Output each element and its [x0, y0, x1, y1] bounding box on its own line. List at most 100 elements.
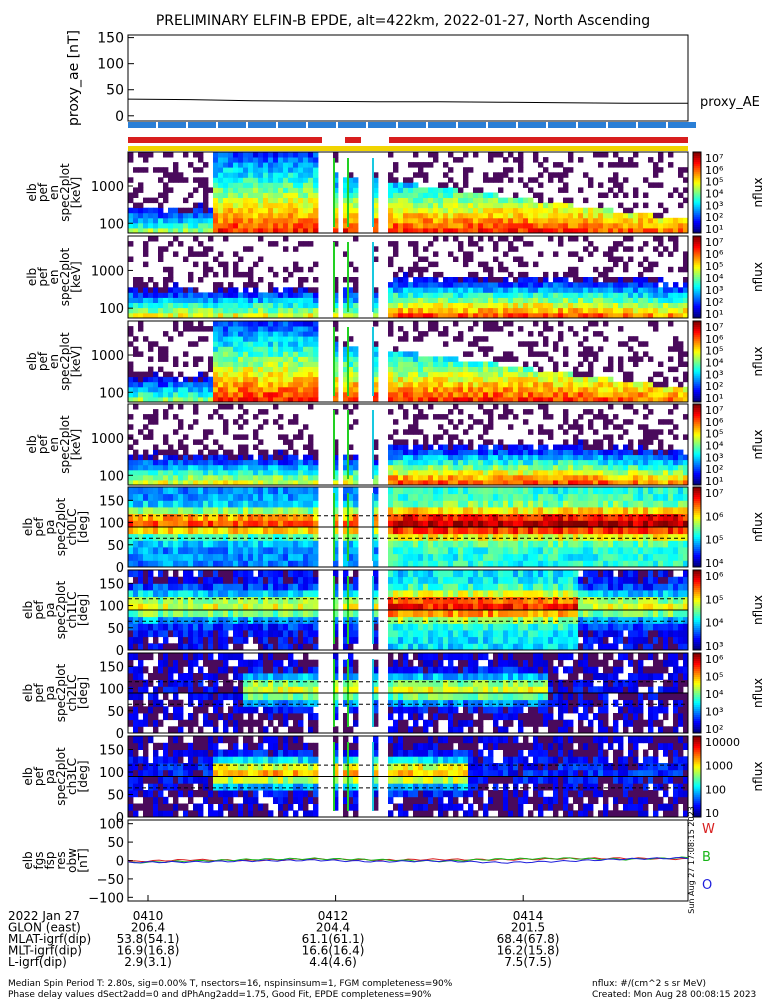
spectrogram-cell: [178, 381, 184, 388]
spectrogram-cell: [258, 177, 264, 183]
colorbar-cell: [693, 365, 701, 369]
spectrogram-cell: [653, 459, 659, 466]
spectrogram-cell: [303, 533, 309, 541]
spectrogram-cell: [293, 326, 299, 332]
spectrogram-cell: [683, 469, 689, 476]
spectrogram-cell: [478, 212, 484, 219]
colorbar-tick: 10³: [705, 199, 723, 212]
spectrogram-cell: [433, 217, 439, 224]
spectrogram-cell: [513, 277, 519, 283]
spectrogram-cell: [628, 444, 634, 450]
spectrogram-cell: [683, 256, 689, 262]
spectrogram-cell: [493, 307, 499, 314]
spectrogram-cell: [218, 212, 224, 219]
spectrogram-cell: [268, 351, 274, 357]
colorbar-cell: [693, 166, 701, 169]
spectrogram-cell: [578, 212, 584, 219]
spectrogram-cell: [393, 287, 399, 293]
spectrogram-cell: [198, 292, 204, 298]
spectrogram-cell: [268, 217, 274, 224]
spectrogram-cell: [143, 396, 149, 403]
spectrogram-cell: [668, 321, 674, 327]
spectrogram-cell: [563, 217, 569, 224]
spectrogram-cell: [618, 341, 624, 347]
spectrogram-cell: [238, 386, 244, 393]
spectrogram-cell: [623, 469, 629, 476]
spectrogram-cell: [243, 202, 249, 209]
spectrogram-cell: [303, 547, 309, 555]
spectrogram-cell: [503, 287, 509, 293]
spectrogram-cell: [588, 297, 594, 303]
spectrogram-cell: [648, 391, 654, 398]
spectrogram-cell: [508, 366, 514, 373]
spectrogram-cell: [508, 197, 514, 204]
spectrogram-cell: [458, 331, 464, 337]
spectrogram-cell: [243, 351, 249, 357]
spectrogram-cell: [263, 302, 269, 309]
gap-stripe: [347, 242, 349, 312]
spectrogram-cell: [218, 227, 224, 234]
spectrogram-cell: [603, 152, 609, 158]
spectrogram-cell: [213, 479, 219, 486]
spectrogram-cell: [483, 177, 489, 183]
colorbar-cell: [693, 420, 701, 423]
spectrogram-cell: [393, 212, 399, 219]
spectrogram-cell: [268, 469, 274, 476]
spectrogram-cell: [568, 297, 574, 303]
spectrogram-cell: [258, 500, 264, 508]
spectrogram-cell: [273, 152, 279, 158]
spectrogram-cell: [253, 396, 259, 403]
spectrogram-cell: [373, 361, 379, 367]
spectrogram-cell: [558, 321, 564, 327]
spectrogram-cell: [238, 371, 244, 378]
spectrogram-cell: [148, 469, 154, 476]
spectrogram-cell: [433, 321, 439, 327]
spectrogram-cell: [293, 261, 299, 268]
spectrogram-cell: [143, 513, 149, 521]
spectrogram-cell: [453, 449, 459, 456]
spectrogram-cell: [263, 409, 269, 415]
colorbar-cell: [693, 391, 701, 395]
spectrogram-cell: [298, 192, 304, 198]
spectrogram-cell: [343, 356, 349, 362]
colorbar-cell: [693, 460, 701, 464]
spectrogram-cell: [263, 500, 269, 508]
spectrogram-cell: [308, 454, 314, 461]
spectrogram-cell: [183, 222, 189, 229]
spectrogram-cell: [403, 381, 409, 388]
spectrogram-cell: [393, 312, 399, 319]
spectrogram-cell: [433, 277, 439, 283]
spectrogram-cell: [193, 513, 199, 521]
spectrogram-cell: [453, 336, 459, 342]
spectrogram-cell: [298, 292, 304, 298]
spectrogram-cell: [453, 391, 459, 398]
spectrogram-cell: [583, 444, 589, 450]
spectrogram-cell: [248, 182, 254, 188]
spectrogram-cell: [403, 439, 409, 445]
spectrogram-cell: [478, 236, 484, 242]
spectrogram-cell: [223, 202, 229, 209]
spectrogram-cell: [153, 520, 159, 528]
spectrogram-cell: [303, 192, 309, 198]
spectrogram-cell: [253, 302, 259, 309]
spectrogram-cell: [388, 409, 394, 415]
spectrogram-cell: [438, 464, 444, 471]
spectrogram-cell: [523, 469, 529, 476]
spectrogram-cell: [293, 520, 299, 528]
spectrogram-cell: [263, 540, 269, 548]
spectrogram-cell: [273, 469, 279, 476]
spectrogram-cell: [573, 371, 579, 378]
spectrogram-panel-en-3: [128, 321, 689, 403]
spectrogram-cell: [453, 396, 459, 403]
spectrogram-cell: [663, 464, 669, 471]
spectrogram-cell: [558, 302, 564, 309]
colorbar-cell: [693, 172, 701, 175]
colorbar-cell: [693, 212, 701, 216]
spectrogram-cell: [343, 202, 349, 209]
spectrogram-cell: [223, 167, 229, 173]
spectrogram-cell: [608, 207, 614, 214]
spectrogram-cell: [498, 217, 504, 224]
spectrogram-cell: [473, 271, 479, 278]
spectrogram-cell: [303, 376, 309, 383]
spectrogram-cell: [618, 391, 624, 398]
